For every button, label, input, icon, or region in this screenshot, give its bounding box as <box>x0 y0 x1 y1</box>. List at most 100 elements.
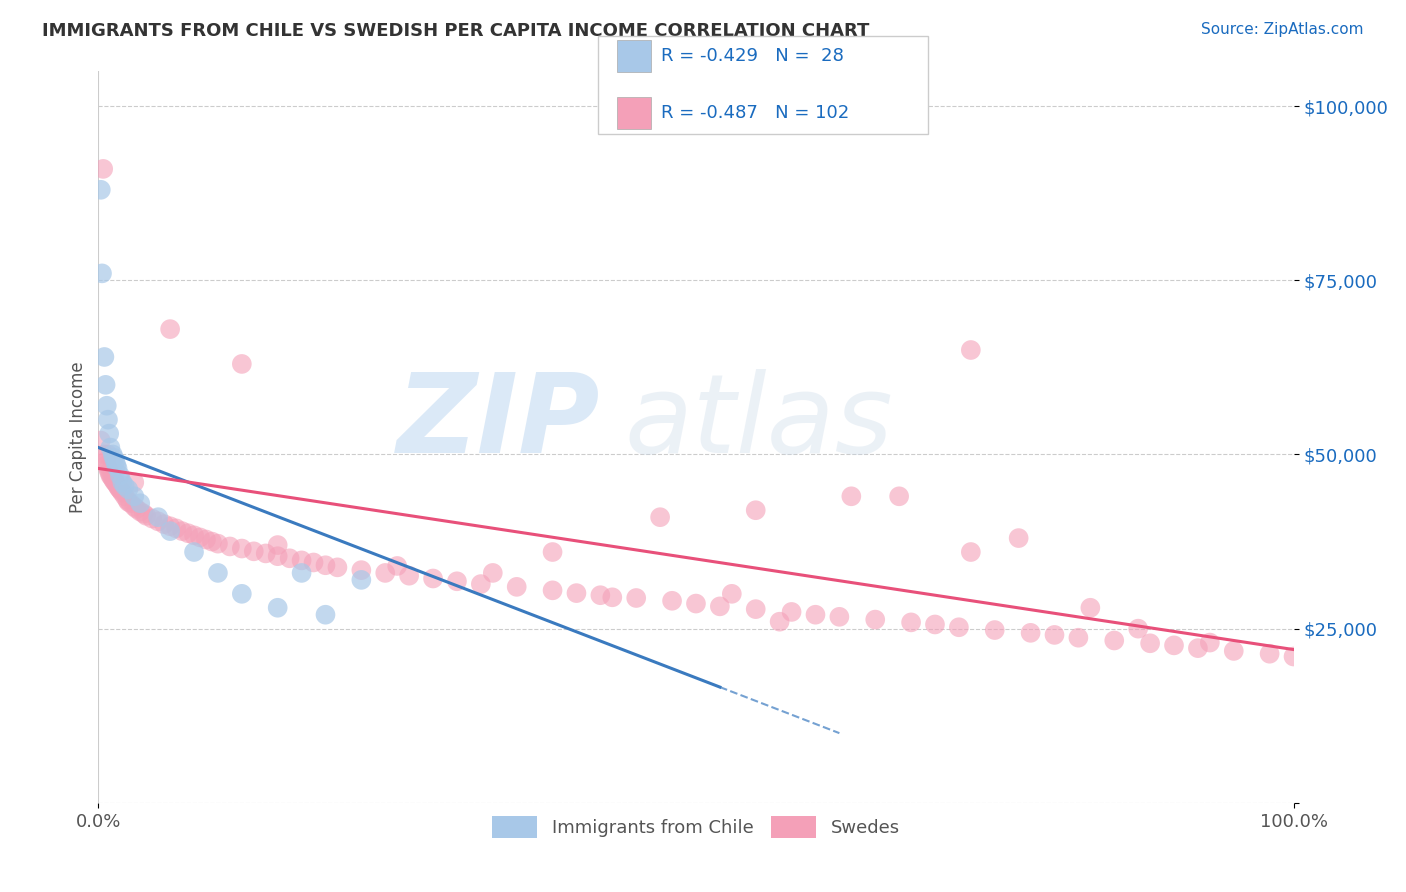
Point <box>148 514 170 528</box>
Point <box>103 450 125 465</box>
Point <box>302 556 325 570</box>
Point <box>104 475 127 490</box>
Point <box>96 399 118 413</box>
Point <box>745 602 768 616</box>
Point <box>104 454 127 468</box>
Point <box>948 620 970 634</box>
Point <box>108 468 131 483</box>
Point <box>219 540 242 554</box>
Point <box>107 461 129 475</box>
Point <box>315 558 337 573</box>
Point <box>589 588 612 602</box>
Point <box>114 479 136 493</box>
Point <box>111 475 134 490</box>
Point <box>350 563 373 577</box>
Point <box>107 479 129 493</box>
Point <box>159 322 181 336</box>
Point <box>924 617 946 632</box>
Point <box>141 511 163 525</box>
Point <box>889 489 911 503</box>
Text: Source: ZipAtlas.com: Source: ZipAtlas.com <box>1201 22 1364 37</box>
Point <box>780 605 803 619</box>
Point <box>1187 641 1209 656</box>
Point <box>1128 622 1150 636</box>
Point <box>398 568 420 582</box>
Point <box>132 507 155 521</box>
Point <box>153 517 176 532</box>
Point <box>1139 636 1161 650</box>
Point <box>278 551 301 566</box>
Point <box>159 524 181 538</box>
Point <box>315 607 337 622</box>
Point <box>98 426 121 441</box>
Point <box>267 538 290 552</box>
Point <box>96 458 118 472</box>
Point <box>1067 631 1090 645</box>
Point <box>1043 628 1066 642</box>
Point <box>254 546 277 560</box>
Point <box>626 591 648 605</box>
Legend: Immigrants from Chile, Swedes: Immigrants from Chile, Swedes <box>485 808 907 845</box>
Point <box>101 472 124 486</box>
Point <box>97 448 120 462</box>
Point <box>195 533 218 547</box>
Point <box>350 573 373 587</box>
Point <box>125 501 148 516</box>
Point <box>111 485 134 500</box>
Point <box>105 476 128 491</box>
Point <box>110 483 132 498</box>
Point <box>267 549 290 564</box>
Text: atlas: atlas <box>624 369 893 476</box>
Point <box>267 600 290 615</box>
Point <box>231 541 253 556</box>
Point <box>98 441 122 455</box>
Point <box>91 161 114 176</box>
Point <box>183 545 205 559</box>
Point <box>91 266 114 280</box>
Point <box>97 412 120 426</box>
Point <box>98 468 122 483</box>
Point <box>108 483 131 497</box>
Point <box>120 496 142 510</box>
Point <box>541 583 564 598</box>
Point <box>124 500 146 514</box>
Point <box>159 519 181 533</box>
Point <box>207 536 229 550</box>
Text: ZIP: ZIP <box>396 369 600 476</box>
Point <box>374 566 396 580</box>
Point <box>124 489 146 503</box>
Point <box>506 580 529 594</box>
Point <box>685 597 707 611</box>
Point <box>828 609 851 624</box>
Point <box>291 553 314 567</box>
Point <box>135 508 157 523</box>
Point <box>117 495 139 509</box>
Point <box>960 545 983 559</box>
Point <box>188 530 211 544</box>
Point <box>1223 644 1246 658</box>
Point <box>648 510 672 524</box>
Point <box>129 496 152 510</box>
Point <box>865 613 887 627</box>
Point <box>709 599 731 614</box>
Point <box>231 357 253 371</box>
Point <box>602 591 624 605</box>
Point <box>1080 600 1102 615</box>
Point <box>107 481 129 495</box>
Point <box>1163 639 1185 653</box>
Point <box>541 545 564 559</box>
Point <box>661 594 683 608</box>
Point <box>90 434 112 448</box>
Point <box>93 350 115 364</box>
Point <box>101 448 124 462</box>
Point <box>1104 633 1126 648</box>
Point <box>1008 531 1031 545</box>
Point <box>177 526 200 541</box>
Text: R = -0.487   N = 102: R = -0.487 N = 102 <box>661 104 849 122</box>
Point <box>90 183 112 197</box>
Point <box>565 586 588 600</box>
Point <box>768 615 790 629</box>
Point <box>172 524 194 538</box>
Point <box>481 566 505 580</box>
Point <box>422 572 444 586</box>
